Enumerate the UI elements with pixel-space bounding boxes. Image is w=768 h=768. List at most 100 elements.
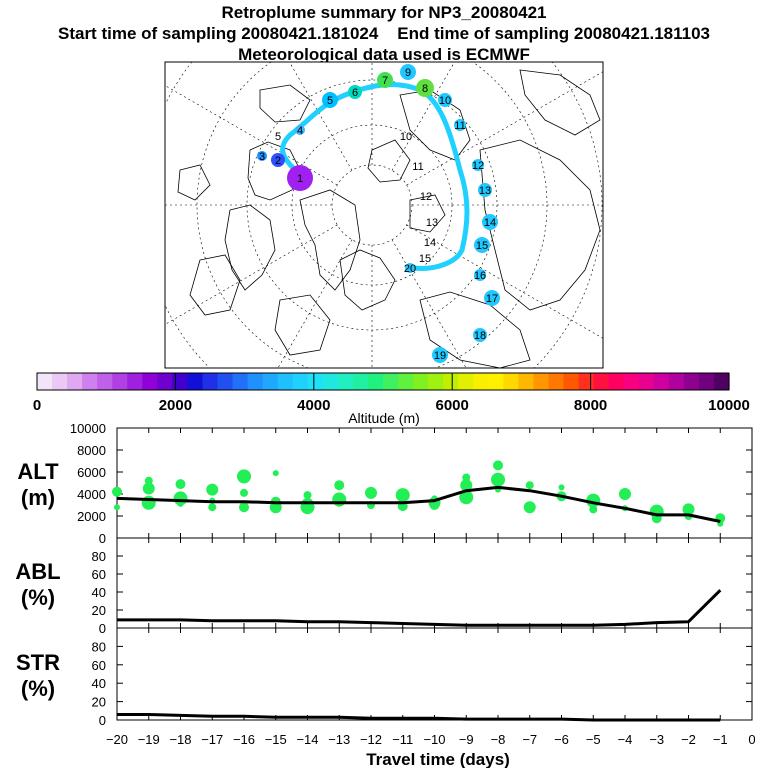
meridian-line bbox=[406, 71, 603, 186]
day-marker bbox=[478, 183, 492, 197]
day-marker bbox=[400, 64, 416, 80]
map-coastlines bbox=[177, 69, 601, 368]
met-data-label: Meteorological data used is ECMWF bbox=[238, 45, 530, 64]
colorbar-swatch bbox=[337, 373, 354, 390]
y-axis-label: (m) bbox=[21, 485, 55, 510]
coastline bbox=[177, 164, 211, 201]
map-frame bbox=[164, 61, 604, 369]
day-marker-label: 4 bbox=[297, 125, 303, 137]
scatter-point bbox=[175, 479, 186, 490]
coastline bbox=[274, 294, 331, 356]
scatter-point bbox=[144, 476, 153, 485]
colorbar-swatch bbox=[157, 373, 173, 390]
x-tick-label: −1 bbox=[713, 732, 728, 747]
day-marker-label: 19 bbox=[434, 350, 446, 362]
scatter-point bbox=[365, 486, 377, 499]
day-marker-label: 9 bbox=[405, 67, 411, 79]
colorbar-swatch bbox=[112, 373, 128, 390]
scatter-point bbox=[239, 502, 249, 513]
coastline bbox=[367, 139, 411, 183]
x-tick-label: −19 bbox=[138, 732, 160, 747]
colorbar-swatch bbox=[277, 373, 294, 390]
start-time-label: Start time of sampling 20080421.181024 bbox=[57, 24, 379, 43]
day-marker bbox=[287, 165, 313, 191]
colorbar-swatch bbox=[247, 373, 264, 390]
colorbar-swatch bbox=[232, 373, 249, 390]
day-marker bbox=[473, 328, 487, 342]
colorbar-swatch bbox=[578, 373, 595, 390]
series-line bbox=[117, 589, 722, 627]
scatter-point bbox=[395, 488, 410, 503]
colorbar-swatch bbox=[67, 373, 83, 390]
colorbar-swatch bbox=[533, 373, 550, 390]
x-tick-label: −4 bbox=[618, 732, 633, 747]
colorbar-swatch bbox=[593, 373, 610, 390]
colorbar-tick-label: 10000 bbox=[708, 397, 750, 414]
day-marker bbox=[474, 237, 490, 253]
colorbar-swatch bbox=[52, 373, 68, 390]
x-tick-label: −6 bbox=[554, 732, 569, 747]
day-marker bbox=[454, 119, 466, 131]
day-marker-label: 10 bbox=[439, 95, 451, 107]
y-tick-label: 0 bbox=[99, 531, 106, 546]
scatter-point bbox=[460, 479, 473, 492]
colorbar-swatch bbox=[398, 373, 414, 390]
x-tick-label: −16 bbox=[233, 732, 255, 747]
x-tick-label: −13 bbox=[328, 732, 350, 747]
scatter-point bbox=[303, 491, 312, 500]
x-tick-label: 0 bbox=[748, 732, 755, 747]
ring-label: 15 bbox=[419, 253, 431, 265]
y-axis-label: STR bbox=[16, 650, 60, 675]
scatter-point bbox=[112, 486, 122, 497]
colorbar-swatch bbox=[97, 373, 113, 390]
colorbar-swatch bbox=[428, 373, 444, 390]
coastline bbox=[479, 139, 601, 311]
coastline bbox=[519, 69, 601, 136]
colorbar-swatch bbox=[202, 373, 219, 390]
scatter-point bbox=[173, 491, 188, 506]
scatter-point bbox=[589, 505, 598, 514]
ring-label: 14 bbox=[424, 237, 436, 249]
x-tick-label: −14 bbox=[296, 732, 318, 747]
day-marker bbox=[295, 125, 305, 135]
day-marker bbox=[432, 347, 448, 363]
day-marker bbox=[405, 263, 415, 273]
scatter-point bbox=[525, 481, 534, 490]
day-marker bbox=[482, 214, 498, 230]
scatter-point bbox=[142, 482, 155, 495]
x-tick-label: −7 bbox=[522, 732, 537, 747]
day-marker bbox=[322, 92, 338, 108]
scatter-point bbox=[429, 500, 440, 510]
day-marker bbox=[348, 85, 362, 99]
colorbar-swatch bbox=[698, 373, 715, 390]
colorbar-swatch bbox=[142, 373, 158, 390]
scatter-point bbox=[558, 484, 565, 491]
y-tick-label: 20 bbox=[92, 695, 106, 710]
colorbar-swatch bbox=[413, 373, 429, 390]
scatter-point bbox=[237, 469, 251, 484]
colorbar-swatch bbox=[683, 373, 700, 390]
coastline bbox=[339, 249, 396, 311]
sampling-times: Start time of sampling 20080421.181024 E… bbox=[0, 25, 768, 43]
ring-label: 10 bbox=[400, 131, 412, 143]
y-tick-label: 0 bbox=[99, 713, 106, 728]
colorbar-swatch bbox=[503, 373, 519, 390]
y-tick-label: 80 bbox=[92, 639, 106, 654]
scatter-point bbox=[459, 490, 474, 505]
coastline bbox=[409, 194, 446, 233]
ring-label: 13 bbox=[426, 217, 438, 229]
y-axis-label: ALT bbox=[17, 459, 59, 484]
x-tick-label: −20 bbox=[106, 732, 128, 747]
day-marker-label: 1 bbox=[297, 173, 303, 185]
scatter-point bbox=[649, 504, 664, 519]
panel-str: 0 20 40 60 80 STR(%) bbox=[16, 627, 753, 728]
x-tick-label: −15 bbox=[265, 732, 287, 747]
colorbar-swatch bbox=[518, 373, 535, 390]
y-tick-label: 60 bbox=[92, 658, 106, 673]
day-marker bbox=[257, 151, 267, 161]
y-tick-label: 4000 bbox=[77, 487, 106, 502]
colorbar-swatch bbox=[668, 373, 685, 390]
x-axis-title: Travel time (days) bbox=[366, 750, 510, 768]
